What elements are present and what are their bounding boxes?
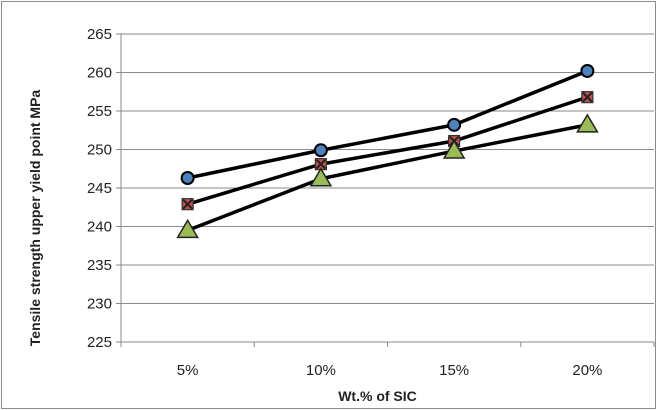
series-line [187, 69, 589, 180]
series-1 [180, 63, 595, 185]
x-tick-labels: 5% 10% 15% 20% [177, 362, 603, 379]
x-tick-label: 5% [177, 362, 199, 379]
y-tick-label: 235 [87, 257, 112, 274]
data-series [176, 63, 599, 239]
axes [116, 33, 655, 347]
gridlines [121, 33, 654, 304]
data-point-square [581, 91, 594, 104]
series-2 [181, 91, 594, 211]
y-tick-label: 265 [87, 26, 112, 43]
data-point-square [181, 198, 194, 211]
x-tick-label: 20% [572, 362, 602, 379]
marker-cross [315, 158, 327, 170]
marker-cross [582, 91, 593, 103]
series-3 [176, 113, 599, 239]
y-tick-label: 225 [87, 334, 112, 351]
data-point-triangle [309, 167, 333, 187]
y-tick-label: 230 [87, 296, 112, 313]
data-point-triangle [442, 139, 466, 159]
data-point-triangle [176, 218, 199, 239]
data-point-circle [447, 117, 462, 132]
y-tick-label: 255 [87, 103, 112, 120]
marker-cross [182, 198, 193, 210]
series-line [186, 123, 588, 232]
x-tick-label: 10% [306, 362, 336, 379]
data-point-circle [580, 63, 595, 78]
data-point-circle [313, 143, 328, 158]
data-point-circle [180, 170, 195, 185]
y-tick-label: 245 [87, 180, 112, 197]
data-point-triangle [576, 113, 599, 133]
y-tick-label: 240 [87, 219, 112, 236]
y-axis-title: Tensile strength upper yield point MPa [27, 90, 43, 347]
series-line [187, 95, 588, 206]
x-axis-title: Wt.% of SIC [338, 388, 417, 404]
x-tick-label: 15% [439, 362, 469, 379]
y-tick-labels: 225 230 235 240 245 250 255 260 265 [87, 26, 112, 351]
y-tick-label: 260 [87, 65, 112, 82]
y-tick-label: 250 [87, 142, 112, 159]
